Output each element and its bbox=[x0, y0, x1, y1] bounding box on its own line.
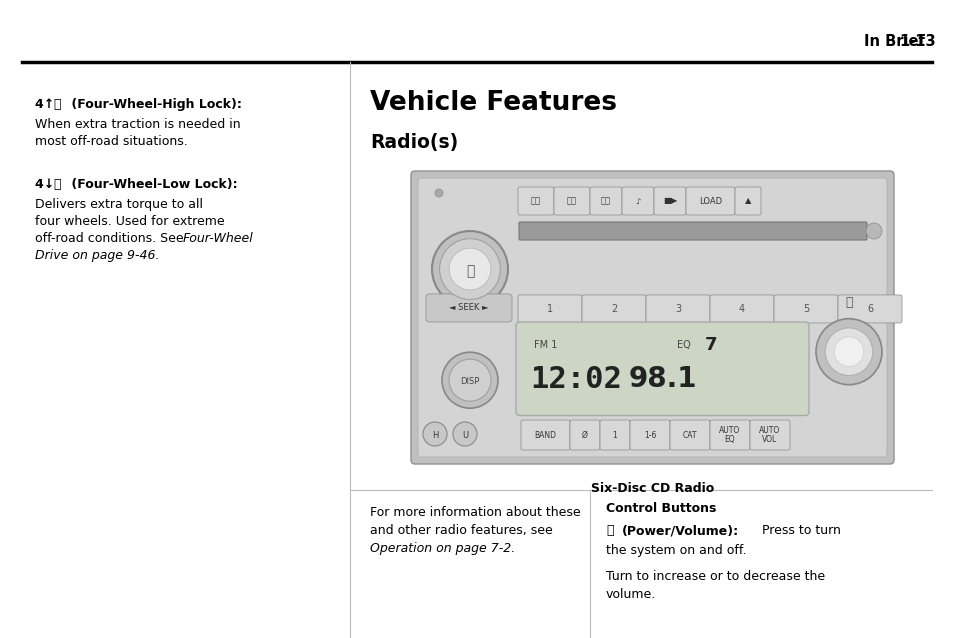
FancyBboxPatch shape bbox=[589, 187, 621, 215]
FancyBboxPatch shape bbox=[569, 420, 599, 450]
FancyBboxPatch shape bbox=[517, 187, 554, 215]
FancyBboxPatch shape bbox=[629, 420, 669, 450]
FancyBboxPatch shape bbox=[520, 420, 569, 450]
Text: Ø: Ø bbox=[581, 431, 587, 440]
Text: 2: 2 bbox=[610, 304, 617, 314]
Circle shape bbox=[824, 328, 872, 375]
Text: ⏻: ⏻ bbox=[465, 264, 474, 278]
FancyBboxPatch shape bbox=[581, 295, 645, 323]
Circle shape bbox=[865, 223, 882, 239]
Text: DISP: DISP bbox=[460, 376, 479, 386]
Text: ⚿: ⚿ bbox=[53, 98, 60, 111]
Text: Vehicle Features: Vehicle Features bbox=[370, 90, 617, 116]
FancyBboxPatch shape bbox=[426, 294, 512, 322]
Text: For more information about these: For more information about these bbox=[370, 506, 580, 519]
Circle shape bbox=[432, 231, 507, 307]
Text: 6: 6 bbox=[866, 304, 872, 314]
FancyBboxPatch shape bbox=[621, 187, 654, 215]
Text: ⏮⏮: ⏮⏮ bbox=[531, 197, 540, 205]
Text: Drive on page 9-46.: Drive on page 9-46. bbox=[35, 249, 159, 262]
Circle shape bbox=[441, 352, 497, 408]
Text: ■▶: ■▶ bbox=[662, 197, 677, 205]
Text: H: H bbox=[432, 431, 437, 440]
Text: ▲: ▲ bbox=[744, 197, 750, 205]
Text: U: U bbox=[461, 431, 468, 440]
FancyBboxPatch shape bbox=[709, 420, 749, 450]
Text: 🎧: 🎧 bbox=[844, 295, 852, 309]
Text: 1: 1 bbox=[612, 431, 617, 440]
Text: 98.1: 98.1 bbox=[628, 365, 696, 393]
FancyBboxPatch shape bbox=[516, 322, 808, 415]
Text: most off-road situations.: most off-road situations. bbox=[35, 135, 188, 148]
Text: 1-13: 1-13 bbox=[899, 34, 935, 50]
Text: 4: 4 bbox=[739, 304, 744, 314]
Text: Delivers extra torque to all: Delivers extra torque to all bbox=[35, 198, 203, 211]
FancyBboxPatch shape bbox=[685, 187, 734, 215]
Text: Radio(s): Radio(s) bbox=[370, 133, 457, 152]
FancyBboxPatch shape bbox=[417, 178, 886, 457]
Circle shape bbox=[439, 239, 500, 299]
Text: Turn to increase or to decrease the: Turn to increase or to decrease the bbox=[605, 570, 824, 583]
Text: AUTO
VOL: AUTO VOL bbox=[759, 426, 780, 444]
Text: Operation on page 7-2.: Operation on page 7-2. bbox=[370, 542, 515, 555]
FancyBboxPatch shape bbox=[645, 295, 709, 323]
Text: 12:02: 12:02 bbox=[530, 364, 621, 394]
Text: BAND: BAND bbox=[534, 431, 556, 440]
FancyBboxPatch shape bbox=[669, 420, 709, 450]
Text: 3: 3 bbox=[674, 304, 680, 314]
Text: volume.: volume. bbox=[605, 588, 656, 601]
FancyBboxPatch shape bbox=[517, 295, 581, 323]
Text: 4↓: 4↓ bbox=[35, 178, 58, 191]
Text: ⏴⏵: ⏴⏵ bbox=[600, 197, 610, 205]
Circle shape bbox=[435, 189, 442, 197]
Text: EQ: EQ bbox=[676, 340, 690, 350]
Text: Control Buttons: Control Buttons bbox=[605, 502, 716, 515]
Text: Press to turn: Press to turn bbox=[753, 524, 840, 537]
Circle shape bbox=[422, 422, 447, 446]
Text: ♪: ♪ bbox=[635, 197, 640, 205]
Circle shape bbox=[833, 337, 863, 367]
Text: LOAD: LOAD bbox=[699, 197, 721, 205]
FancyBboxPatch shape bbox=[411, 171, 893, 464]
FancyBboxPatch shape bbox=[709, 295, 773, 323]
Text: (Four-Wheel-High Lock):: (Four-Wheel-High Lock): bbox=[67, 98, 242, 111]
Text: ⏭⏭: ⏭⏭ bbox=[566, 197, 577, 205]
Text: (Power/Volume):: (Power/Volume): bbox=[621, 524, 739, 537]
Text: the system on and off.: the system on and off. bbox=[605, 544, 745, 557]
Text: 1: 1 bbox=[546, 304, 553, 314]
Circle shape bbox=[815, 319, 882, 385]
Text: FM 1: FM 1 bbox=[534, 340, 557, 350]
Circle shape bbox=[449, 248, 491, 290]
FancyBboxPatch shape bbox=[599, 420, 629, 450]
Text: off-road conditions. See: off-road conditions. See bbox=[35, 232, 188, 245]
FancyBboxPatch shape bbox=[773, 295, 837, 323]
Text: and other radio features, see: and other radio features, see bbox=[370, 524, 552, 537]
Text: ⚿: ⚿ bbox=[53, 178, 60, 191]
Text: (Four-Wheel-Low Lock):: (Four-Wheel-Low Lock): bbox=[67, 178, 237, 191]
Text: 4↑: 4↑ bbox=[35, 98, 58, 111]
FancyBboxPatch shape bbox=[518, 222, 866, 240]
Text: ⏻: ⏻ bbox=[605, 524, 613, 537]
Text: Six-Disc CD Radio: Six-Disc CD Radio bbox=[590, 482, 714, 495]
Text: 5: 5 bbox=[802, 304, 808, 314]
Circle shape bbox=[453, 422, 476, 446]
Text: In Brief: In Brief bbox=[863, 34, 923, 50]
Text: When extra traction is needed in: When extra traction is needed in bbox=[35, 118, 240, 131]
Text: 1-6: 1-6 bbox=[643, 431, 656, 440]
Text: 7: 7 bbox=[704, 336, 717, 354]
Text: CAT: CAT bbox=[682, 431, 697, 440]
Circle shape bbox=[449, 359, 491, 401]
FancyBboxPatch shape bbox=[749, 420, 789, 450]
FancyBboxPatch shape bbox=[734, 187, 760, 215]
FancyBboxPatch shape bbox=[837, 295, 901, 323]
Text: Four-Wheel: Four-Wheel bbox=[183, 232, 253, 245]
Text: AUTO
EQ: AUTO EQ bbox=[719, 426, 740, 444]
FancyBboxPatch shape bbox=[654, 187, 685, 215]
FancyBboxPatch shape bbox=[554, 187, 589, 215]
Text: ◄ SEEK ►: ◄ SEEK ► bbox=[449, 304, 488, 313]
Text: four wheels. Used for extreme: four wheels. Used for extreme bbox=[35, 215, 224, 228]
